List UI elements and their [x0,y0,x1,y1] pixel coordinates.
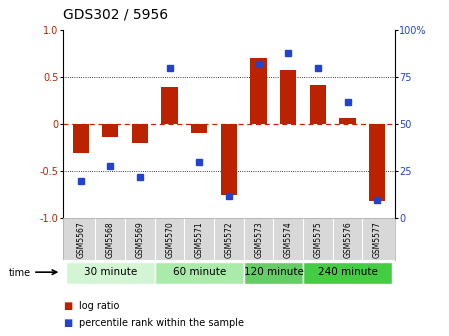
Bar [72,124,89,153]
Bar [251,58,267,124]
Bar [369,124,386,202]
Bar [303,262,392,284]
Bar [66,262,155,284]
Bar [191,124,207,133]
Text: percentile rank within the sample: percentile rank within the sample [79,318,243,328]
Text: GSM5575: GSM5575 [313,221,322,258]
Bar [244,262,303,284]
Text: 120 minute: 120 minute [243,267,304,278]
Text: 240 minute: 240 minute [318,267,378,278]
Text: GSM5577: GSM5577 [373,221,382,258]
Text: 30 minute: 30 minute [84,267,137,278]
Bar [221,124,237,195]
Bar [162,87,178,124]
Bar [310,85,326,124]
Text: GDS302 / 5956: GDS302 / 5956 [63,8,168,22]
Text: GSM5574: GSM5574 [284,221,293,258]
Bar [132,124,148,143]
Text: GSM5572: GSM5572 [224,221,233,258]
Text: GSM5571: GSM5571 [195,221,204,258]
Bar [102,124,119,136]
Text: GSM5569: GSM5569 [136,221,145,258]
Bar [280,70,296,124]
Text: GSM5568: GSM5568 [106,221,115,258]
Bar [155,262,244,284]
Text: log ratio: log ratio [79,301,119,311]
Text: GSM5570: GSM5570 [165,221,174,258]
Text: ■: ■ [63,301,72,311]
Text: ■: ■ [63,318,72,328]
Text: GSM5576: GSM5576 [343,221,352,258]
Text: time: time [9,268,31,278]
Bar [339,118,356,124]
Text: GSM5573: GSM5573 [254,221,263,258]
Text: 60 minute: 60 minute [173,267,226,278]
Text: GSM5567: GSM5567 [76,221,85,258]
